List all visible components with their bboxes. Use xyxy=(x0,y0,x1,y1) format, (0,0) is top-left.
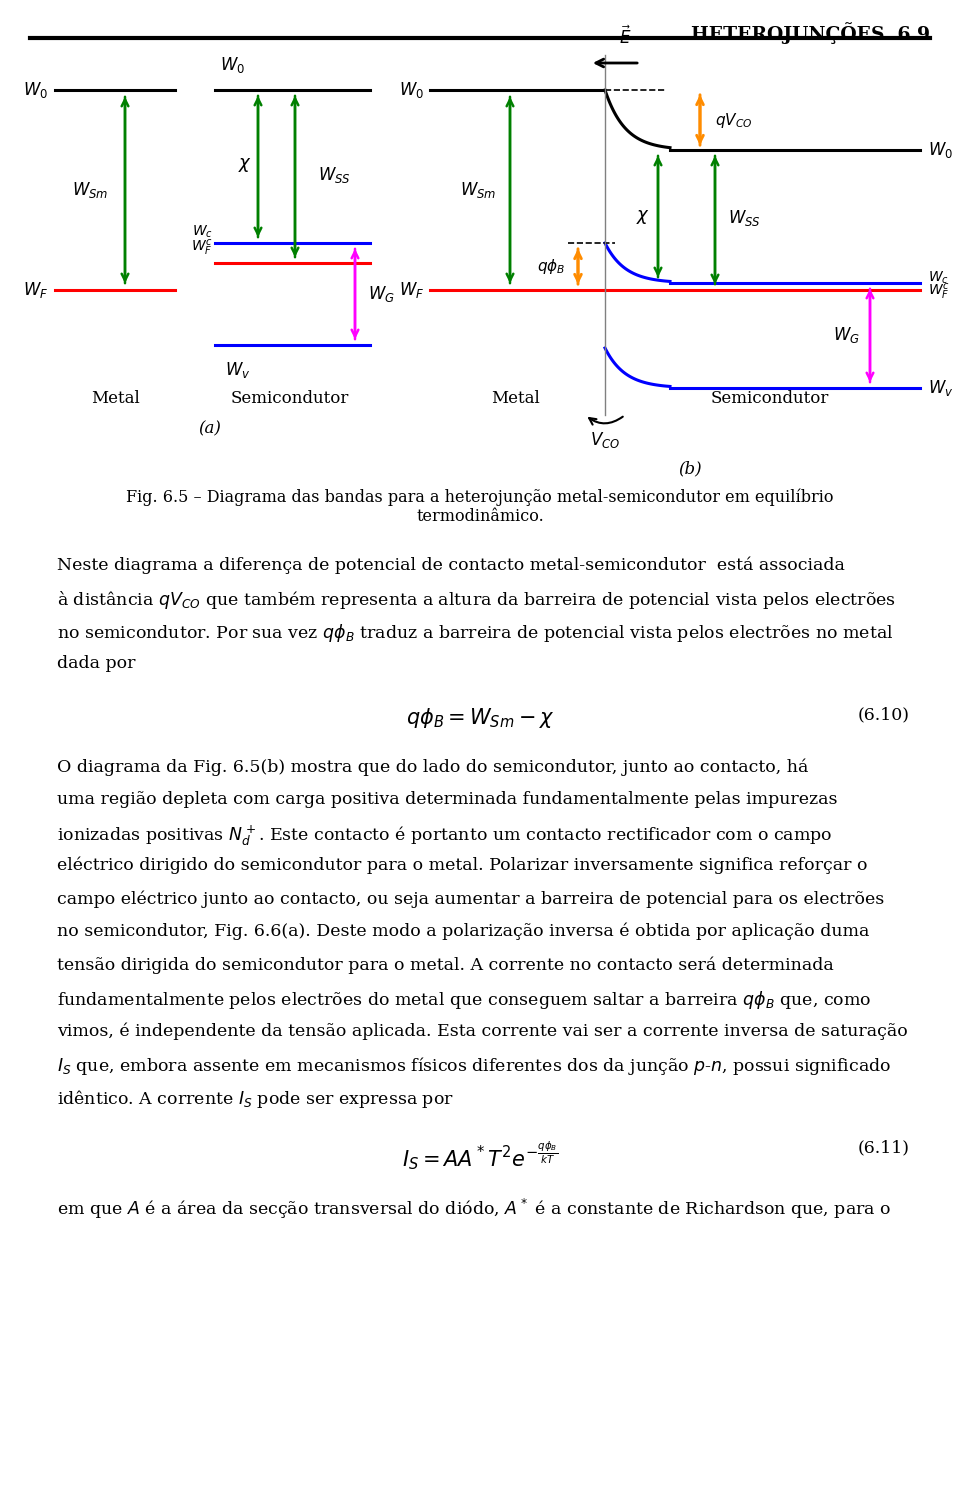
Text: uma região depleta com carga positiva determinada fundamentalmente pelas impurez: uma região depleta com carga positiva de… xyxy=(57,791,837,807)
Text: idêntico. A corrente $I_S$ pode ser expressa por: idêntico. A corrente $I_S$ pode ser expr… xyxy=(57,1088,454,1110)
Text: Fig. 6.5 – Diagrama das bandas para a heterojunção metal-semicondutor em equilíb: Fig. 6.5 – Diagrama das bandas para a he… xyxy=(127,488,833,526)
Text: $W_F$: $W_F$ xyxy=(23,280,48,300)
Text: vimos, é independente da tensão aplicada. Esta corrente vai ser a corrente inver: vimos, é independente da tensão aplicada… xyxy=(57,1022,908,1040)
Text: $I_S$ que, embora assente em mecanismos físicos diferentes dos da junção $p$-$n$: $I_S$ que, embora assente em mecanismos … xyxy=(57,1055,891,1077)
Text: $W_c$: $W_c$ xyxy=(192,223,213,240)
Text: campo eléctrico junto ao contacto, ou seja aumentar a barreira de potencial para: campo eléctrico junto ao contacto, ou se… xyxy=(57,890,884,908)
Text: O diagrama da Fig. 6.5(b) mostra que do lado do semicondutor, junto ao contacto,: O diagrama da Fig. 6.5(b) mostra que do … xyxy=(57,758,808,776)
Text: $W_F$: $W_F$ xyxy=(398,280,424,300)
Text: $W_v$: $W_v$ xyxy=(225,360,251,380)
Text: Metal: Metal xyxy=(90,389,139,407)
Text: $W_{Sm}$: $W_{Sm}$ xyxy=(72,180,108,201)
Text: (6.11): (6.11) xyxy=(858,1138,910,1156)
Text: $W_{Sm}$: $W_{Sm}$ xyxy=(460,180,496,201)
Text: $I_S = AA^*T^2 e^{-\frac{q\phi_B}{kT}}$: $I_S = AA^*T^2 e^{-\frac{q\phi_B}{kT}}$ xyxy=(402,1138,558,1171)
Text: no semicondutor. Por sua vez $q\phi_B$ traduz a barreira de potencial vista pelo: no semicondutor. Por sua vez $q\phi_B$ t… xyxy=(57,622,894,644)
Text: $W_G$: $W_G$ xyxy=(833,325,860,345)
Text: $W_c$: $W_c$ xyxy=(928,270,948,286)
Text: dada por: dada por xyxy=(57,655,135,673)
Text: fundamentalmente pelos electrões do metal que conseguem saltar a barreira $q\phi: fundamentalmente pelos electrões do meta… xyxy=(57,989,872,1011)
Text: no semicondutor, Fig. 6.6(a). Deste modo a polarização inversa é obtida por apli: no semicondutor, Fig. 6.6(a). Deste modo… xyxy=(57,923,870,941)
Text: $W_{SS}$: $W_{SS}$ xyxy=(728,208,761,228)
Text: Neste diagrama a diferença de potencial de contacto metal-semicondutor  está ass: Neste diagrama a diferença de potencial … xyxy=(57,556,845,574)
Text: em que $A$ é a área da secção transversal do diódo, $A^*$ é a constante de Richa: em que $A$ é a área da secção transversa… xyxy=(57,1197,891,1221)
Text: Semicondutor: Semicondutor xyxy=(230,389,349,407)
Text: $W_0$: $W_0$ xyxy=(220,55,245,75)
Text: $V_{CO}$: $V_{CO}$ xyxy=(589,430,620,449)
Text: $q\phi_B$: $q\phi_B$ xyxy=(537,258,565,277)
Text: $W_0$: $W_0$ xyxy=(399,79,424,100)
Text: tensão dirigida do semicondutor para o metal. A corrente no contacto será determ: tensão dirigida do semicondutor para o m… xyxy=(57,956,833,974)
Text: Semicondutor: Semicondutor xyxy=(710,389,829,407)
Text: $\vec{E}$: $\vec{E}$ xyxy=(619,25,632,48)
Text: $W_0$: $W_0$ xyxy=(23,79,48,100)
Text: (b): (b) xyxy=(678,460,702,476)
Text: $W_G$: $W_G$ xyxy=(368,285,395,304)
Text: $q\phi_B = W_{Sm} - \chi$: $q\phi_B = W_{Sm} - \chi$ xyxy=(406,706,554,730)
Text: $\chi$: $\chi$ xyxy=(238,156,252,174)
Text: $W_F^c$: $W_F^c$ xyxy=(191,238,213,258)
Text: $W_{SS}$: $W_{SS}$ xyxy=(318,165,350,184)
Text: HETEROJUNÇÕES  6.9: HETEROJUNÇÕES 6.9 xyxy=(691,22,930,43)
Text: $qV_{CO}$: $qV_{CO}$ xyxy=(715,111,753,129)
Text: $W_0$: $W_0$ xyxy=(928,139,953,160)
Text: Metal: Metal xyxy=(491,389,540,407)
Text: à distância $qV_{CO}$ que também representa a altura da barreira de potencial vi: à distância $qV_{CO}$ que também represe… xyxy=(57,589,896,611)
Text: $W_v$: $W_v$ xyxy=(928,377,953,398)
Text: eléctrico dirigido do semicondutor para o metal. Polarizar inversamente signific: eléctrico dirigido do semicondutor para … xyxy=(57,857,868,875)
Text: ionizadas positivas $N_d^+$. Este contacto é portanto um contacto rectificador c: ionizadas positivas $N_d^+$. Este contac… xyxy=(57,824,832,848)
Text: (6.10): (6.10) xyxy=(858,706,910,724)
Text: $W_F^c$: $W_F^c$ xyxy=(928,282,949,303)
Text: (a): (a) xyxy=(199,419,222,437)
Text: $\chi$: $\chi$ xyxy=(636,208,650,226)
